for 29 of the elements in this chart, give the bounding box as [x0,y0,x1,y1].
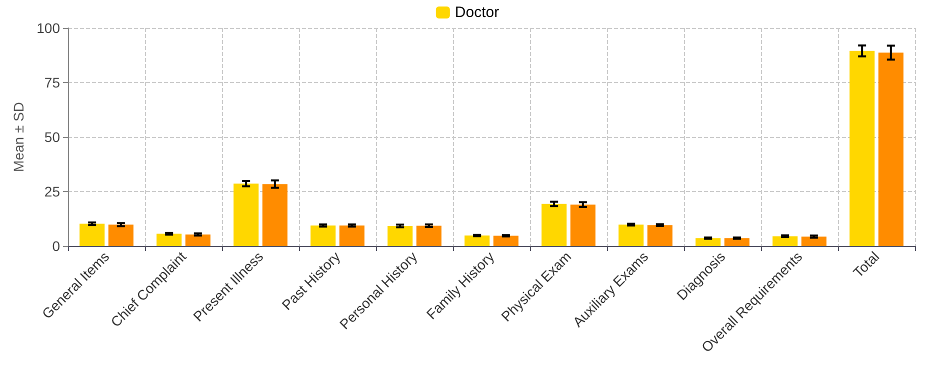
y-tick-label: 100 [36,20,60,36]
bar [108,224,134,246]
bar [310,226,336,246]
bar [618,224,644,246]
bar [542,204,567,246]
y-tick-label: 75 [44,74,60,90]
bar [493,236,518,246]
bar [262,184,288,246]
bar [570,204,596,246]
bar [339,226,364,246]
bar [80,224,105,246]
bar [801,236,826,246]
legend-label: Doctor [454,4,500,21]
bar [185,234,210,246]
bar [878,52,904,246]
y-tick-label: 0 [52,238,60,254]
bar [772,236,798,246]
bar [464,236,490,246]
bar [234,184,259,246]
bar [696,238,721,246]
bar [416,226,442,246]
y-tick-label: 25 [44,184,60,200]
y-tick-label: 50 [44,129,60,145]
bar [724,238,750,246]
y-axis-title: Mean ± SD [10,102,27,172]
bar [647,225,672,246]
bar [850,50,875,246]
bar [156,234,182,246]
bar [388,226,413,246]
